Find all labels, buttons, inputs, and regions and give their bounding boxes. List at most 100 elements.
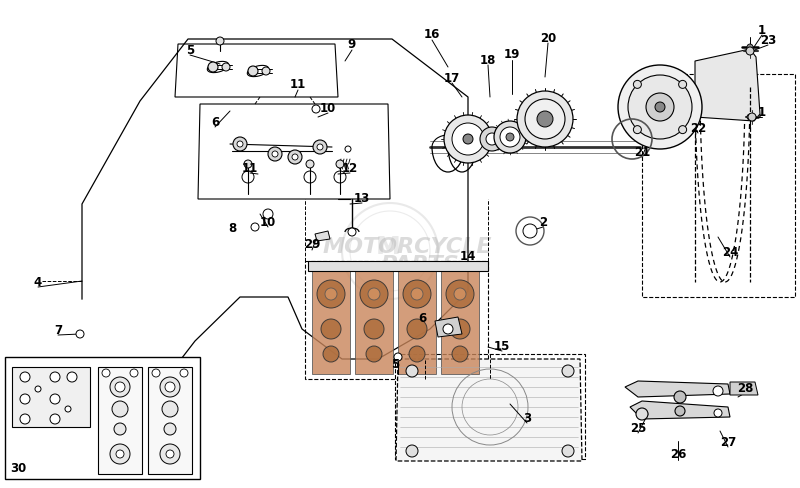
Circle shape: [446, 281, 474, 308]
Circle shape: [263, 209, 273, 220]
Circle shape: [130, 369, 138, 377]
Circle shape: [494, 122, 526, 154]
Polygon shape: [396, 359, 582, 461]
Text: 15: 15: [494, 339, 510, 352]
Text: 30: 30: [10, 461, 26, 473]
Text: MOTORCYCLE: MOTORCYCLE: [322, 237, 492, 257]
Circle shape: [102, 369, 110, 377]
Text: 22: 22: [690, 121, 706, 134]
Circle shape: [394, 353, 402, 361]
Circle shape: [675, 406, 685, 416]
Circle shape: [525, 100, 565, 140]
Text: 3: 3: [523, 411, 531, 424]
Circle shape: [216, 38, 224, 46]
Circle shape: [443, 325, 453, 334]
Circle shape: [674, 391, 686, 403]
Circle shape: [409, 346, 425, 362]
Circle shape: [562, 365, 574, 377]
Circle shape: [112, 401, 128, 417]
Polygon shape: [148, 367, 192, 474]
Circle shape: [747, 115, 753, 121]
Circle shape: [345, 147, 351, 153]
Circle shape: [486, 134, 498, 146]
Text: 25: 25: [630, 421, 646, 434]
Polygon shape: [308, 262, 488, 271]
Circle shape: [114, 423, 126, 435]
Text: 13: 13: [354, 191, 370, 204]
Circle shape: [152, 369, 160, 377]
Circle shape: [262, 68, 270, 76]
Polygon shape: [98, 367, 142, 474]
Text: 14: 14: [460, 249, 476, 262]
Circle shape: [248, 67, 258, 77]
Text: 9: 9: [348, 39, 356, 51]
Text: 20: 20: [540, 31, 556, 44]
Circle shape: [747, 45, 753, 51]
Circle shape: [646, 94, 674, 122]
Circle shape: [537, 112, 553, 128]
Circle shape: [50, 372, 60, 382]
Circle shape: [292, 155, 298, 161]
Text: 11: 11: [290, 79, 306, 91]
Circle shape: [115, 382, 125, 392]
Circle shape: [317, 145, 323, 151]
Circle shape: [208, 63, 218, 73]
Text: 1: 1: [758, 23, 766, 37]
Circle shape: [713, 386, 723, 396]
Polygon shape: [312, 267, 350, 374]
Circle shape: [450, 319, 470, 339]
Circle shape: [20, 394, 30, 404]
Polygon shape: [625, 381, 730, 397]
Circle shape: [317, 281, 345, 308]
Text: 10: 10: [260, 215, 276, 228]
Circle shape: [562, 445, 574, 457]
Circle shape: [244, 161, 252, 169]
Polygon shape: [441, 267, 479, 374]
Circle shape: [336, 161, 344, 169]
Circle shape: [313, 141, 327, 155]
Text: 5: 5: [391, 358, 399, 371]
Circle shape: [222, 64, 230, 72]
Circle shape: [35, 386, 41, 392]
Circle shape: [325, 288, 337, 301]
Circle shape: [368, 288, 380, 301]
Circle shape: [748, 114, 756, 122]
Circle shape: [678, 81, 686, 89]
Circle shape: [634, 126, 642, 134]
Text: 11: 11: [242, 161, 258, 174]
Circle shape: [618, 66, 702, 150]
Circle shape: [160, 377, 180, 397]
Text: 29: 29: [304, 238, 320, 251]
Circle shape: [678, 126, 686, 134]
Polygon shape: [398, 267, 436, 374]
Text: M: M: [376, 235, 400, 259]
Text: 23: 23: [760, 34, 776, 46]
Polygon shape: [5, 357, 200, 479]
Circle shape: [463, 135, 473, 145]
Text: 18: 18: [480, 53, 496, 66]
Polygon shape: [695, 50, 760, 122]
Circle shape: [634, 81, 642, 89]
Circle shape: [517, 92, 573, 148]
Circle shape: [306, 161, 314, 169]
Circle shape: [655, 103, 665, 113]
Text: 7: 7: [54, 323, 62, 336]
Circle shape: [403, 281, 431, 308]
Text: 5: 5: [186, 43, 194, 57]
Polygon shape: [730, 382, 758, 395]
Circle shape: [165, 382, 175, 392]
Circle shape: [288, 151, 302, 164]
Circle shape: [452, 124, 484, 156]
Text: 12: 12: [342, 161, 358, 174]
Circle shape: [454, 288, 466, 301]
Circle shape: [360, 281, 388, 308]
Circle shape: [50, 394, 60, 404]
Circle shape: [321, 319, 341, 339]
Circle shape: [20, 414, 30, 424]
Polygon shape: [355, 267, 393, 374]
Circle shape: [50, 414, 60, 424]
Circle shape: [348, 228, 356, 237]
Text: 27: 27: [720, 435, 736, 447]
Text: 28: 28: [737, 381, 753, 394]
Text: PARTS: PARTS: [381, 254, 459, 274]
